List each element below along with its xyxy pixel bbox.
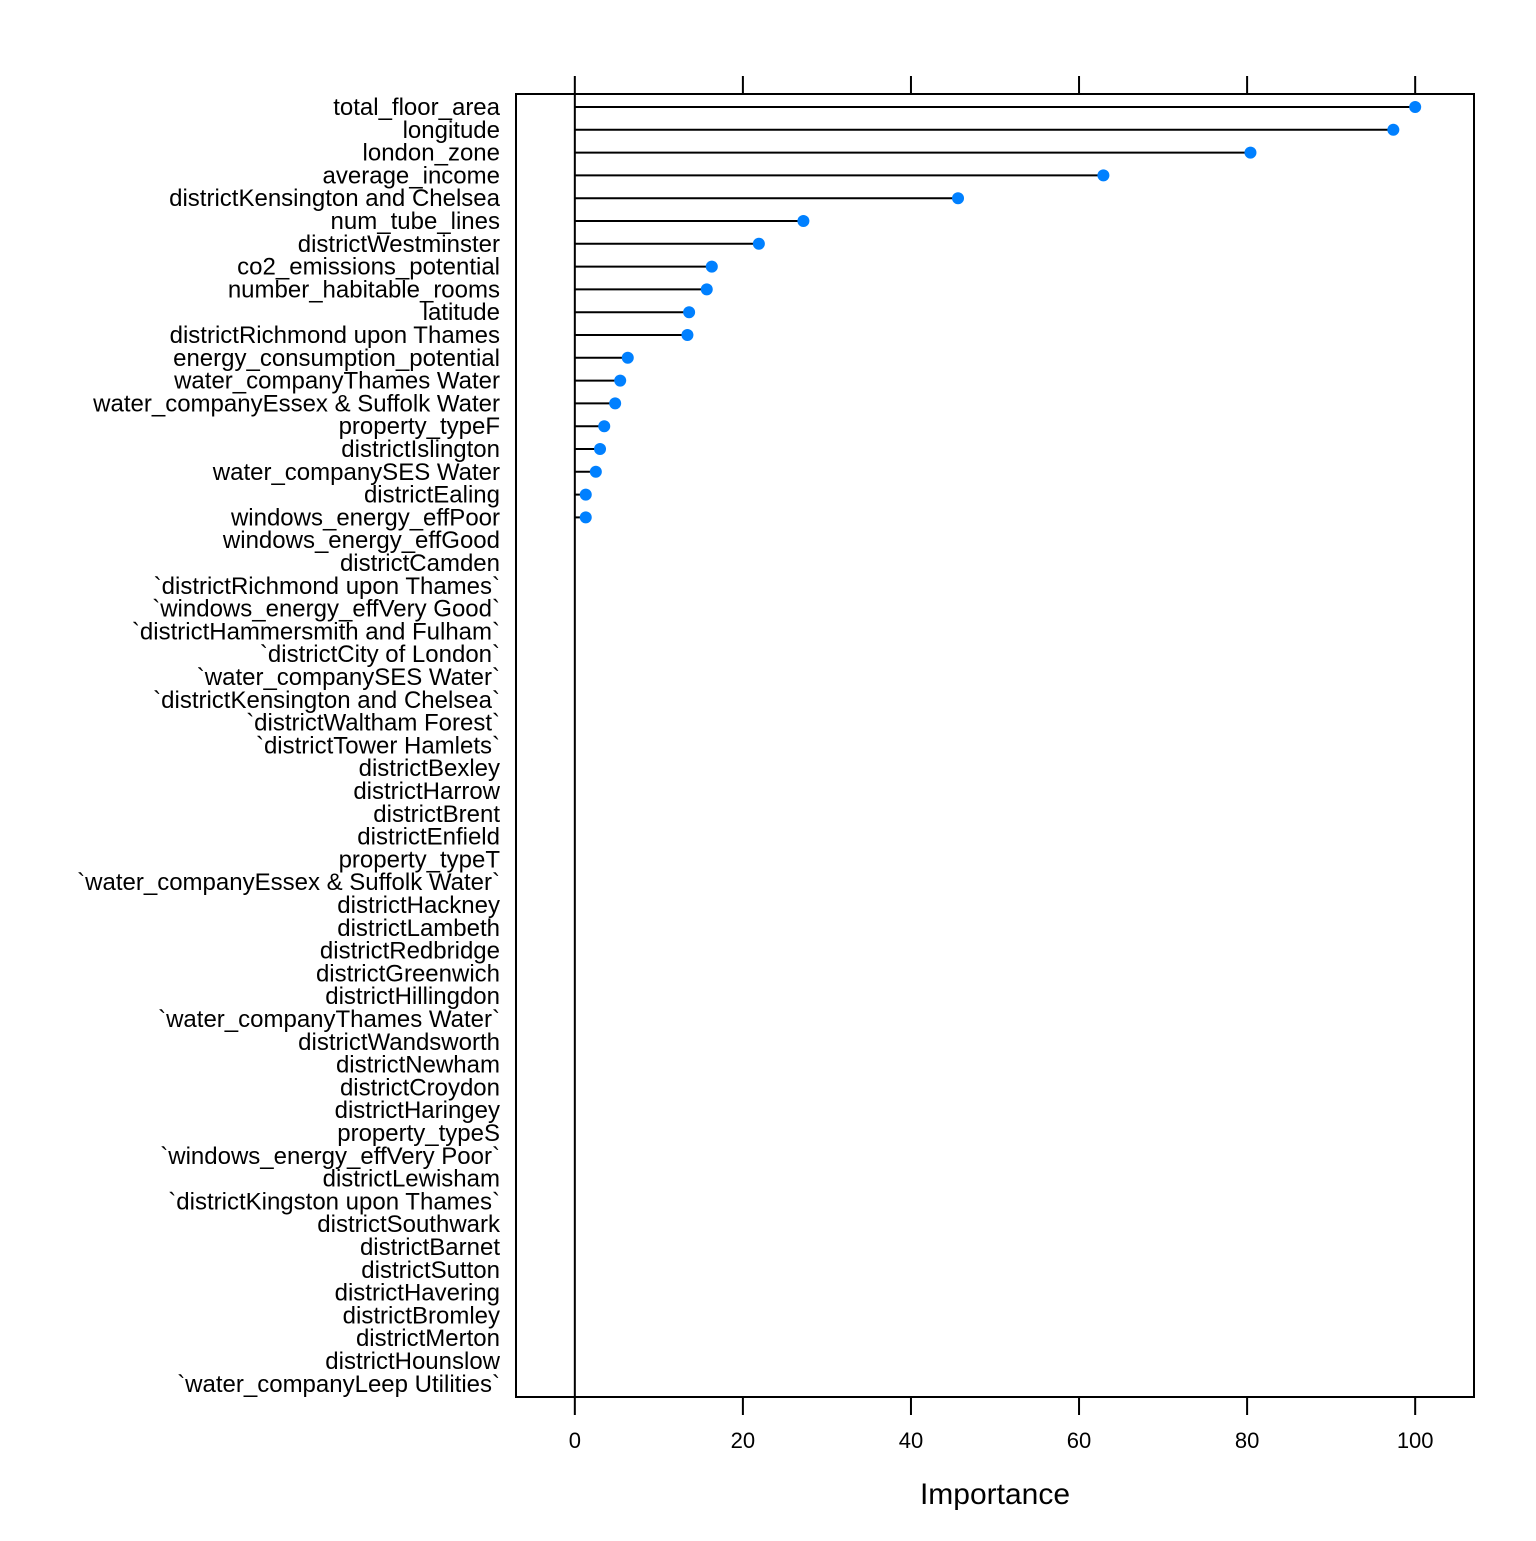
plot-frame — [515, 93, 1475, 1398]
category-label: windows_energy_effGood — [222, 527, 500, 554]
category-label: `water_companySES Water` — [197, 664, 500, 691]
category-label: districtLewisham — [323, 1166, 500, 1193]
category-label: `windows_energy_effVery Poor` — [160, 1143, 500, 1170]
category-label: `windows_energy_effVery Good` — [152, 596, 500, 623]
category-label: `districtTower Hamlets` — [256, 732, 500, 759]
category-label: districtSouthwark — [317, 1211, 501, 1238]
importance-point — [1387, 123, 1400, 136]
category-label: london_zone — [363, 140, 500, 167]
category-labels: total_floor_arealongitudelondon_zoneaver… — [77, 94, 501, 1398]
category-label: districtBarnet — [360, 1234, 500, 1261]
category-label: windows_energy_effPoor — [230, 504, 500, 531]
importance-point — [1097, 169, 1110, 182]
category-label: longitude — [403, 117, 500, 144]
importance-point — [1409, 101, 1422, 113]
category-label: property_typeT — [339, 846, 501, 873]
stems-layer — [574, 106, 1416, 519]
category-label: `districtCity of London` — [260, 641, 500, 668]
category-label: `districtRichmond upon Thames` — [154, 573, 500, 600]
x-tick-label: 40 — [899, 1428, 923, 1453]
category-label: districtBromley — [343, 1302, 500, 1329]
category-label: districtHounslow — [325, 1348, 500, 1375]
importance-point — [681, 329, 694, 341]
x-tick-label: 60 — [1067, 1428, 1091, 1453]
x-axis-ticks: 0 20 40 60 80 100 — [569, 76, 1434, 1453]
importance-point — [579, 488, 592, 501]
category-label: districtHavering — [335, 1280, 500, 1307]
category-label: districtWestminster — [298, 231, 500, 258]
importance-point — [594, 443, 607, 455]
category-label: districtBrent — [373, 801, 500, 828]
category-label: `districtKingston upon Thames` — [168, 1188, 500, 1215]
importance-point — [705, 260, 718, 273]
category-label: num_tube_lines — [331, 208, 500, 235]
category-label: total_floor_area — [333, 94, 500, 121]
category-label: districtGreenwich — [316, 960, 500, 987]
category-label: districtLambeth — [337, 915, 500, 942]
category-label: districtCamden — [340, 550, 500, 577]
importance-point — [589, 465, 602, 478]
x-axis-title: Importance — [920, 1478, 1070, 1511]
importance-point — [614, 374, 627, 387]
category-label: co2_emissions_potential — [237, 254, 500, 281]
category-label: property_typeF — [339, 413, 500, 440]
points-layer — [579, 101, 1422, 524]
category-label: districtNewham — [336, 1052, 500, 1079]
category-label: property_typeS — [337, 1120, 500, 1147]
category-label: latitude — [423, 299, 500, 326]
importance-point — [683, 306, 696, 319]
category-label: districtSutton — [361, 1257, 500, 1284]
category-label: districtHillingdon — [325, 983, 500, 1010]
category-label: districtHarrow — [353, 778, 500, 805]
category-label: districtEnfield — [357, 824, 500, 851]
x-tick-label: 80 — [1235, 1428, 1259, 1453]
category-label: districtKensington and Chelsea — [169, 185, 501, 212]
category-label: districtRedbridge — [320, 938, 500, 965]
category-label: `districtHammersmith and Fulham` — [132, 618, 500, 645]
importance-point — [752, 237, 765, 250]
importance-point — [700, 283, 713, 296]
category-label: average_income — [323, 162, 500, 189]
category-label: districtBexley — [359, 755, 500, 782]
importance-point — [952, 192, 965, 205]
importance-point — [579, 511, 592, 524]
category-label: `districtWaltham Forest` — [246, 710, 500, 737]
category-label: water_companyEssex & Suffolk Water — [92, 390, 500, 417]
category-label: districtMerton — [356, 1325, 500, 1352]
category-label: districtRichmond upon Thames — [170, 322, 500, 349]
category-label: `water_companyEssex & Suffolk Water` — [77, 869, 500, 896]
category-label: `districtKensington and Chelsea` — [153, 687, 500, 714]
category-label: `water_companyLeep Utilities` — [177, 1371, 500, 1398]
category-label: districtEaling — [364, 482, 500, 509]
category-label: districtHackney — [337, 892, 500, 919]
category-label: energy_consumption_potential — [173, 345, 500, 372]
importance-point — [609, 397, 622, 410]
x-tick-label: 0 — [569, 1428, 581, 1453]
category-label: districtIslington — [341, 436, 500, 463]
category-label: `water_companyThames Water` — [158, 1006, 500, 1033]
category-label: districtCroydon — [340, 1074, 500, 1101]
x-tick-label: 100 — [1397, 1428, 1434, 1453]
category-label: number_habitable_rooms — [228, 276, 500, 303]
x-tick-label: 20 — [731, 1428, 755, 1453]
importance-point — [621, 351, 634, 364]
category-label: districtWandsworth — [298, 1029, 500, 1056]
category-label: districtHaringey — [335, 1097, 500, 1124]
importance-point — [797, 215, 810, 227]
category-label: water_companySES Water — [212, 459, 500, 486]
importance-point — [1244, 146, 1257, 159]
category-label: water_companyThames Water — [173, 368, 500, 395]
importance-point — [598, 420, 611, 433]
